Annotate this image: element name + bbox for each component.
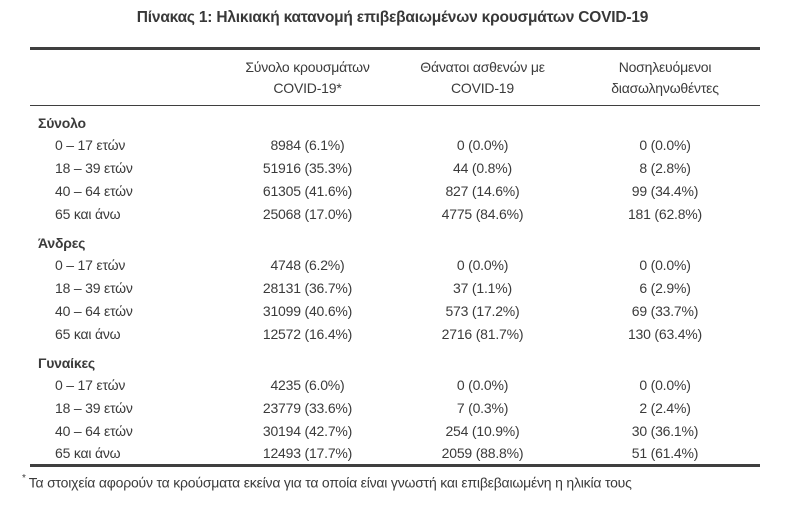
intubated-cell: 8 (2.8%) (639, 160, 691, 176)
table-row: 0 – 17 ετών 4235 (6.0%) 0 (0.0%) 0 (0.0%) (30, 374, 760, 397)
table-row: 40 – 64 ετών 30194 (42.7%) 254 (10.9%) 30 (… (30, 420, 760, 443)
deaths-cell: 573 (17.2%) (445, 303, 520, 319)
age-group-label: 65 και άνω (55, 445, 121, 462)
column-header-cases: Σύνολο κρουσμάτων COVID-19* (220, 48, 395, 106)
age-group-label: 18 – 39 ετών (55, 280, 133, 296)
table-title: Πίνακας 1: Ηλικιακή κατανομή επιβεβαιωμέ… (136, 9, 649, 26)
column-header-deaths-line1: Θάνατοι ασθενών με (420, 59, 545, 75)
cases-cell: 12493 (17.7%) (262, 445, 353, 462)
age-group-label: 65 και άνω (55, 326, 121, 342)
deaths-cell: 37 (1.1%) (453, 280, 512, 296)
intubated-cell: 130 (63.4%) (627, 326, 703, 342)
age-group-label: 18 – 39 ετών (55, 400, 133, 416)
column-header-deaths: Θάνατοι ασθενών με COVID-19 (395, 48, 570, 106)
section-header-row: Σύνολο (30, 106, 760, 134)
column-header-deaths-line2: COVID-19 (451, 80, 514, 96)
intubated-cell: 30 (36.1%) (631, 423, 699, 439)
age-group-label: 65 και άνω (55, 206, 121, 222)
section-header-row: Άνδρες (30, 226, 760, 254)
intubated-cell: 99 (34.4%) (631, 183, 699, 199)
age-group-label: 0 – 17 ετών (55, 137, 126, 153)
intubated-cell: 2 (2.4%) (639, 400, 691, 416)
deaths-cell: 0 (0.0%) (456, 377, 509, 393)
column-header-intubated: Νοσηλευόμενοι διασωληνωθέντες (570, 48, 760, 106)
cases-cell: 12572 (16.4%) (262, 326, 353, 342)
age-group-label: 0 – 17 ετών (55, 377, 126, 393)
deaths-cell: 2716 (81.7%) (441, 326, 524, 342)
intubated-cell: 0 (0.0%) (639, 257, 691, 273)
deaths-cell: 254 (10.9%) (445, 423, 520, 439)
deaths-cell: 0 (0.0%) (456, 137, 509, 153)
cases-cell: 4235 (6.0%) (270, 377, 345, 393)
section-label: Άνδρες (38, 234, 86, 251)
column-header-cases-line1: Σύνολο κρουσμάτων (245, 59, 370, 75)
table-row: 18 – 39 ετών 51916 (35.3%) 44 (0.8%) 8 (2.8… (30, 157, 760, 180)
intubated-cell: 6 (2.9%) (639, 280, 691, 296)
table-body: Σύνολο 0 – 17 ετών 8984 (6.1%) 0 (0.0%) 0 (0… (30, 106, 760, 466)
cases-cell: 28131 (36.7%) (262, 280, 353, 296)
intubated-cell: 69 (33.7%) (631, 303, 699, 319)
section-label: Γυναίκες (38, 354, 95, 371)
table-row: 65 και άνω 12493 (17.7%) 2059 (88.8%) 51 (6… (30, 443, 760, 466)
deaths-cell: 7 (0.3%) (456, 400, 509, 416)
age-group-label: 40 – 64 ετών (55, 183, 133, 199)
section-header-row: Γυναίκες (30, 346, 760, 374)
column-header-intubated-line1: Νοσηλευόμενοι (618, 59, 712, 75)
footnote-text: Τα στοιχεία αφορούν τα κρούσματα εκείνα … (28, 474, 632, 491)
cases-cell: 8984 (6.1%) (270, 137, 345, 153)
age-group-label: 18 – 39 ετών (55, 160, 133, 176)
age-group-label: 0 – 17 ετών (55, 257, 126, 273)
table-row: 18 – 39 ετών 28131 (36.7%) 37 (1.1%) 6 (2.9… (30, 277, 760, 300)
cases-cell: 30194 (42.7%) (262, 423, 353, 439)
deaths-cell: 0 (0.0%) (456, 257, 509, 273)
table-row: 65 και άνω 25068 (17.0%) 4775 (84.6%) 181 (… (30, 203, 760, 226)
empty-header-cell (30, 48, 220, 106)
deaths-cell: 827 (14.6%) (445, 183, 520, 199)
footnote: * Τα στοιχεία αφορούν τα κρούσματα εκείνα… (22, 473, 785, 491)
deaths-cell: 2059 (88.8%) (441, 445, 524, 462)
age-group-label: 40 – 64 ετών (55, 303, 133, 319)
cases-cell: 23779 (33.6%) (262, 400, 353, 416)
cases-cell: 51916 (35.3%) (262, 160, 353, 176)
deaths-cell: 4775 (84.6%) (441, 206, 524, 222)
header-row: Σύνολο κρουσμάτων COVID-19* Θάνατοι ασθεν… (30, 48, 760, 106)
cases-cell: 4748 (6.2%) (270, 257, 345, 273)
table-row: 18 – 39 ετών 23779 (33.6%) 7 (0.3%) 2 (2.4%… (30, 397, 760, 420)
footnote-asterisk: * (22, 473, 26, 484)
cases-cell: 31099 (40.6%) (262, 303, 353, 319)
cases-cell: 25068 (17.0%) (262, 206, 353, 222)
intubated-cell: 0 (0.0%) (639, 377, 691, 393)
age-group-label: 40 – 64 ετών (55, 423, 133, 439)
column-header-intubated-line2: διασωληνωθέντες (611, 80, 719, 96)
table-row: 40 – 64 ετών 31099 (40.6%) 573 (17.2%) 69 (… (30, 300, 760, 323)
intubated-cell: 181 (62.8%) (627, 206, 703, 222)
deaths-cell: 44 (0.8%) (453, 160, 512, 176)
column-header-cases-line2: COVID-19* (273, 80, 342, 96)
intubated-cell: 0 (0.0%) (639, 137, 691, 153)
section-label: Σύνολο (38, 114, 86, 131)
table-row: 0 – 17 ετών 8984 (6.1%) 0 (0.0%) 0 (0.0%) (30, 134, 760, 157)
covid-age-distribution-table: Σύνολο κρουσμάτων COVID-19* Θάνατοι ασθεν… (30, 47, 760, 467)
table-row: 0 – 17 ετών 4748 (6.2%) 0 (0.0%) 0 (0.0%) (30, 254, 760, 277)
table-row: 65 και άνω 12572 (16.4%) 2716 (81.7%) 130 (… (30, 323, 760, 346)
table-row: 40 – 64 ετών 61305 (41.6%) 827 (14.6%) 99 (… (30, 180, 760, 203)
cases-cell: 61305 (41.6%) (262, 183, 353, 199)
intubated-cell: 51 (61.4%) (631, 445, 699, 462)
